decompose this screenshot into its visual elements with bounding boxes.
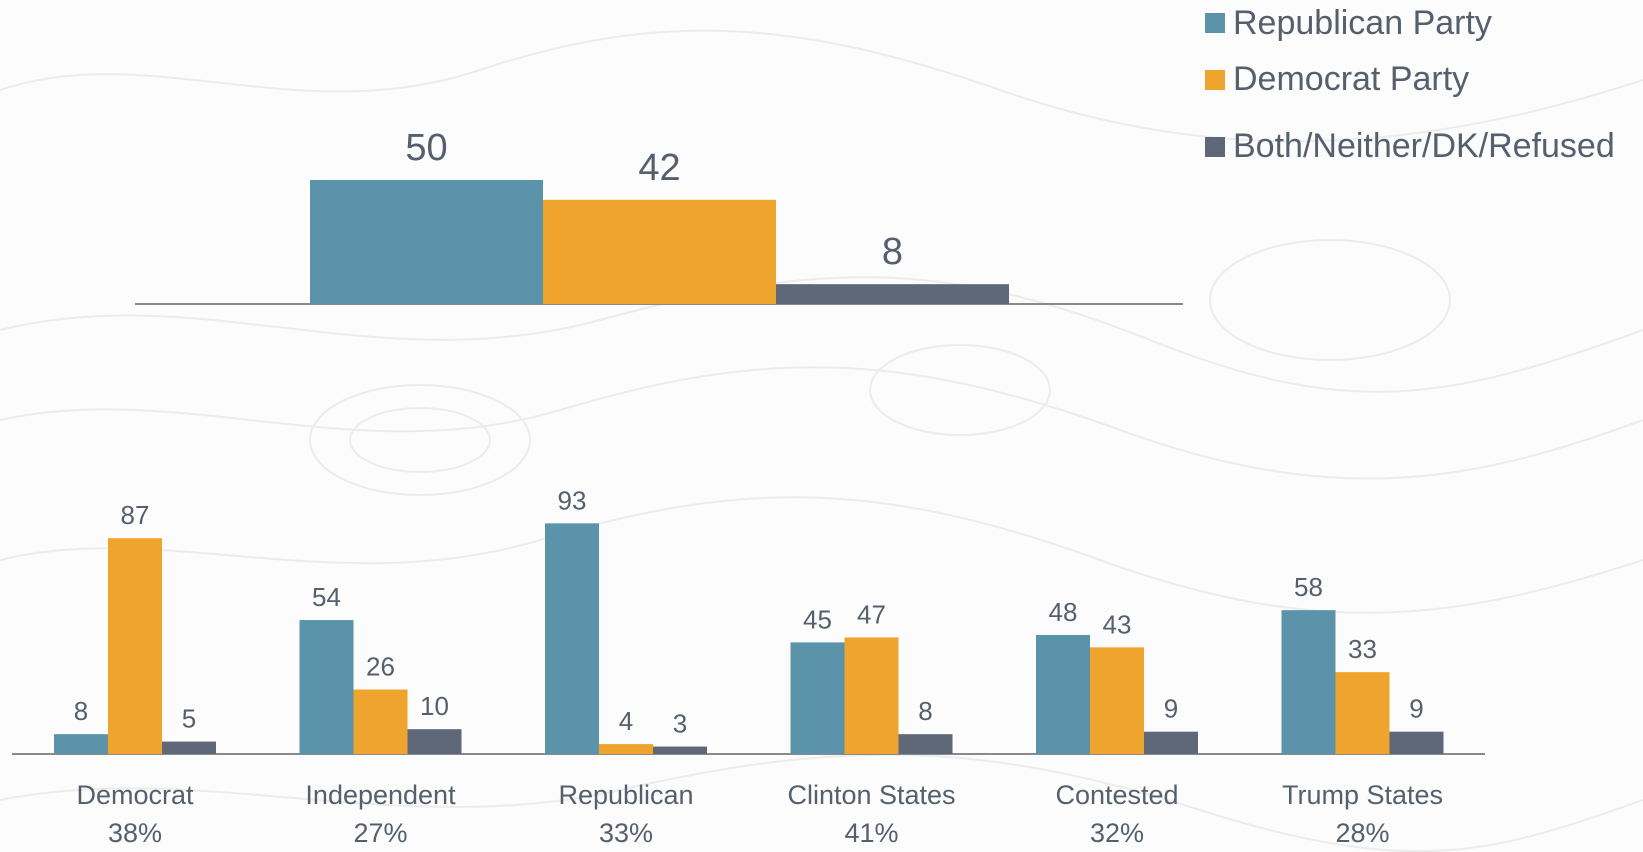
bar [1036, 634, 1090, 754]
bar [545, 523, 599, 754]
bar [407, 729, 462, 754]
legend: Republican Party Democrat Party Both/Nei… [1205, 0, 1615, 180]
data-label: 9 [1164, 694, 1178, 724]
overall-party-chart: 50 42 8 [135, 127, 1183, 305]
data-label: 8 [918, 696, 932, 726]
bar [108, 538, 162, 754]
category-share-label: 28% [1335, 818, 1389, 848]
bar [162, 741, 216, 754]
bar [898, 734, 953, 754]
legend-item-republican: Republican Party [1205, 0, 1615, 46]
bar [1090, 647, 1144, 754]
category-label: Trump States [1282, 780, 1443, 810]
bar [1144, 731, 1198, 754]
bar [790, 642, 845, 754]
bar [776, 284, 1009, 304]
data-label: 93 [558, 485, 587, 515]
category-label: Independent [305, 780, 456, 810]
legend-item-other: Both/Neither/DK/Refused [1205, 113, 1615, 180]
category-share-label: 38% [108, 818, 162, 848]
data-label: 3 [673, 709, 687, 739]
data-label: 47 [857, 599, 886, 629]
data-label: 42 [638, 147, 680, 189]
data-label: 8 [74, 696, 88, 726]
legend-swatch-democrat [1205, 69, 1225, 90]
bar [1281, 610, 1336, 754]
data-label: 8 [882, 231, 903, 273]
data-label: 54 [312, 582, 341, 612]
bar [299, 620, 354, 754]
data-label: 5 [182, 704, 196, 734]
category-label: Democrat [76, 780, 194, 810]
category-share-label: 27% [353, 818, 407, 848]
data-label: 43 [1103, 609, 1132, 639]
bar [54, 734, 108, 754]
legend-label: Both/Neither/DK/Refused [1233, 127, 1615, 165]
category-label: Republican [558, 780, 693, 810]
bar [310, 180, 543, 304]
bar [1389, 731, 1444, 754]
category-share-label: 33% [599, 818, 653, 848]
bar [653, 746, 707, 754]
data-label: 33 [1348, 634, 1377, 664]
data-label: 58 [1294, 572, 1323, 602]
data-label: 10 [420, 691, 449, 721]
data-label: 4 [619, 706, 633, 736]
data-label: 87 [121, 500, 150, 530]
category-share-label: 41% [844, 818, 898, 848]
data-label: 26 [366, 652, 395, 682]
bar [543, 199, 776, 304]
data-label: 48 [1049, 597, 1078, 627]
category-label: Clinton States [787, 780, 955, 810]
legend-label: Democrat Party [1233, 60, 1470, 98]
bar [1335, 672, 1390, 754]
legend-swatch-republican [1205, 13, 1225, 33]
bar [844, 637, 899, 754]
category-label: Contested [1055, 780, 1178, 810]
bar [353, 689, 408, 754]
bar [599, 744, 653, 754]
legend-label: Republican Party [1233, 3, 1492, 42]
legend-item-democrat: Democrat Party [1205, 46, 1615, 113]
data-label: 45 [803, 604, 832, 634]
data-label: 50 [405, 127, 447, 169]
legend-swatch-other [1205, 136, 1225, 157]
category-share-label: 32% [1090, 818, 1144, 848]
data-label: 9 [1409, 694, 1423, 724]
